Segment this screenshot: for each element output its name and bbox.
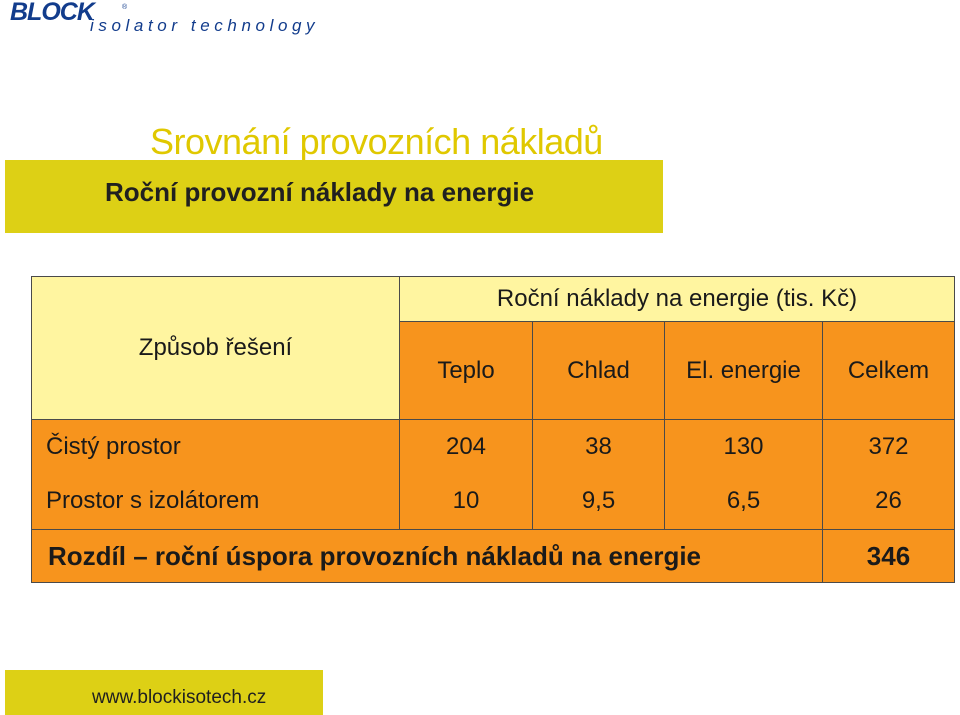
column-header-label: Chlad	[567, 356, 630, 384]
table-header-row-units: Způsob řešení Roční náklady na energie (…	[31, 276, 955, 420]
column-header-total: Celkem	[822, 321, 955, 420]
cell-value: 204	[445, 432, 487, 460]
units-header-cell: Roční náklady na energie (tis. Kč)	[399, 276, 955, 322]
block-logo: BLOCK ® isolator technology	[8, 0, 368, 44]
subtitle-band: Roční provozní náklady na energie	[5, 160, 663, 233]
table-cell: 6,5	[664, 473, 823, 530]
cell-value: 9,5	[581, 487, 616, 514]
units-header: Roční náklady na energie (tis. Kč)	[496, 285, 858, 312]
table-header-row-columns: Teplo Chlad El. energie Celkem	[32, 321, 955, 420]
difference-label-cell: Rozdíl – roční úspora provozních nákladů…	[31, 529, 823, 583]
difference-value: 346	[866, 540, 911, 571]
cell-value: 130	[723, 432, 764, 460]
cell-value: 10	[452, 487, 480, 514]
table-cell: 130	[664, 419, 823, 473]
difference-value-cell: 346	[822, 529, 955, 583]
table-cell: 38	[532, 419, 665, 473]
table-row: Čistý prostor 204 38 130 372	[31, 419, 955, 473]
costs-table: Způsob řešení Roční náklady na energie (…	[31, 276, 955, 583]
cell-value: 38	[585, 432, 612, 460]
cell-value: 26	[875, 487, 902, 514]
row-label-clean-room: Čistý prostor	[31, 419, 400, 473]
column-header-cooling: Chlad	[532, 321, 665, 420]
row-label: Čistý prostor	[46, 432, 181, 460]
footer-url: www.blockisotech.cz	[92, 687, 267, 708]
column-header-label: Celkem	[847, 356, 930, 384]
method-header-cell: Způsob řešení	[31, 276, 400, 420]
logo-registered-mark: ®	[122, 4, 128, 11]
logo-brand: BLOCK	[10, 0, 95, 26]
column-header-electricity: El. energie	[664, 321, 823, 420]
row-label: Prostor s izolátorem	[46, 487, 260, 514]
cell-value: 6,5	[726, 487, 761, 514]
column-header-heat: Teplo	[399, 321, 533, 420]
page-title: Srovnání provozních nákladů	[150, 121, 603, 162]
subtitle: Roční provozní náklady na energie	[105, 177, 535, 207]
cell-value: 372	[868, 432, 909, 460]
difference-label: Rozdíl – roční úspora provozních nákladů…	[48, 540, 702, 571]
method-header: Způsob řešení	[138, 334, 293, 361]
table-cell: 9,5	[532, 473, 665, 530]
table-row-difference: Rozdíl – roční úspora provozních nákladů…	[31, 529, 955, 583]
table-cell: 26	[822, 473, 955, 530]
table-cell: 372	[822, 419, 955, 473]
table-cell: 10	[399, 473, 533, 530]
column-header-label: El. energie	[686, 356, 801, 384]
table-cell: 204	[399, 419, 533, 473]
logo-tagline: isolator technology	[90, 16, 320, 35]
table-row: Prostor s izolátorem 10 9,5 6,5 26	[31, 473, 955, 530]
column-header-label: Teplo	[437, 356, 495, 384]
row-label-isolator-room: Prostor s izolátorem	[31, 473, 400, 530]
footer-band: www.blockisotech.cz	[5, 670, 323, 715]
